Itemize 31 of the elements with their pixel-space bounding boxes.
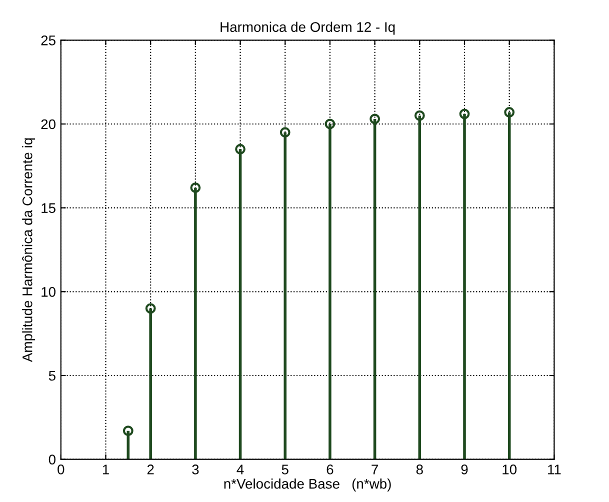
point: [235, 144, 246, 154]
point: [414, 110, 425, 121]
x-tick-label: 6: [326, 464, 334, 474]
x-tick-label: 2: [147, 464, 154, 474]
chart-title: Harmonica de Ordem 12 - Iq: [220, 22, 395, 35]
y-tick-label: 5: [48, 370, 56, 381]
x-tick-label: 5: [282, 464, 288, 474]
y-tick-label: 0: [48, 454, 56, 464]
point: [122, 426, 134, 436]
point: [280, 127, 290, 138]
x-tick-label: 9: [461, 464, 468, 474]
x-tick-label: 11: [548, 464, 561, 474]
point: [459, 108, 470, 120]
point: [190, 182, 201, 193]
y-tick-label: 25: [41, 35, 56, 46]
x-tick-label: 7: [372, 464, 378, 474]
point: [370, 114, 380, 124]
y-tick-label: 10: [42, 286, 56, 297]
y-axis-title: Amplitude Harmônica da Corrente iq: [22, 138, 36, 362]
y-tick-label: 15: [42, 203, 56, 213]
point: [504, 107, 515, 118]
x-tick-label: 1: [102, 464, 109, 474]
y-tick-label: 20: [41, 119, 56, 130]
x-tick-label: 0: [58, 464, 64, 474]
x-tick-label: 10: [502, 464, 517, 474]
x-tick-label: 3: [192, 464, 199, 474]
point: [324, 118, 336, 130]
x-tick-label: 4: [236, 464, 244, 474]
x-axis-title: n*Velocidade Base (n*wb): [224, 478, 391, 492]
point: [145, 303, 156, 314]
x-tick-label: 8: [416, 464, 423, 474]
